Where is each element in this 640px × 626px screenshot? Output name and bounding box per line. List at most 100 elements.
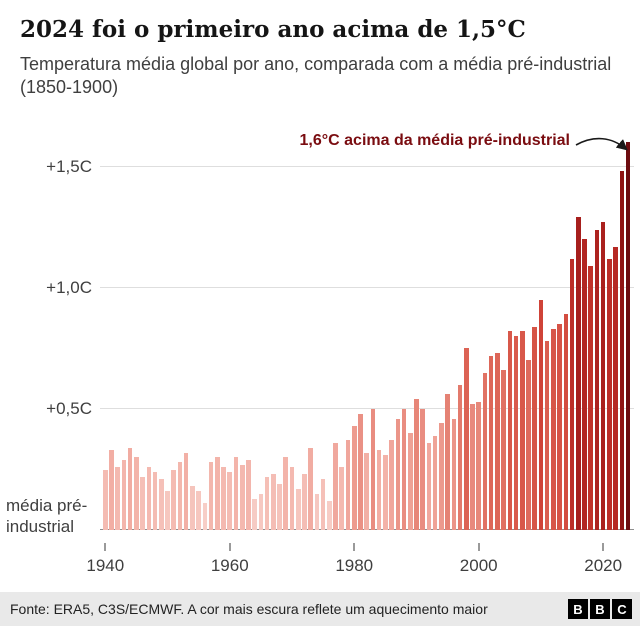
bar-1988 (401, 408, 407, 531)
bbc-logo: B B C (568, 599, 632, 619)
source-text: Fonte: ERA5, C3S/ECMWF. A cor mais escur… (10, 601, 488, 617)
x-tick-1960 (228, 543, 231, 552)
bar-1997 (457, 384, 463, 531)
bar-2015 (569, 258, 575, 531)
bar-1943 (121, 459, 127, 531)
gridline-+0,5C (100, 407, 634, 409)
bar-1950 (165, 491, 170, 531)
bar-1994 (439, 423, 444, 531)
bar-2016 (575, 217, 581, 531)
bar-2011 (544, 341, 550, 531)
bar-1984 (376, 450, 382, 531)
bar-1986 (389, 440, 394, 531)
bar-1948 (152, 471, 158, 531)
baseline-label: média pré- industrial (6, 495, 87, 538)
bar-1966 (264, 476, 270, 531)
bar-1991 (420, 408, 425, 531)
bar-1961 (233, 457, 239, 531)
bar-2023 (619, 171, 625, 531)
bar-1942 (115, 467, 121, 531)
bar-1962 (239, 464, 245, 531)
temperature-bar-chart: média pré- industrial 1,6°C acima da méd… (0, 118, 640, 588)
x-tick-2000 (477, 543, 480, 552)
bar-1981 (358, 413, 363, 531)
bar-1940 (103, 469, 108, 531)
annotation-text: 1,6°C acima da média pré-industrial (299, 132, 571, 150)
bar-1977 (333, 442, 338, 531)
bar-1958 (215, 457, 220, 531)
x-axis-label-1980: 1980 (335, 556, 374, 576)
bar-2017 (582, 239, 587, 531)
bar-1987 (395, 418, 401, 531)
bar-1959 (221, 467, 226, 531)
bar-1969 (283, 457, 289, 531)
bbc-logo-block-b2: B (590, 599, 610, 619)
bar-1971 (295, 488, 301, 531)
bar-1947 (146, 467, 152, 531)
bar-2004 (501, 370, 506, 531)
bar-1975 (320, 479, 326, 531)
bar-2007 (519, 331, 525, 531)
bar-2012 (551, 328, 556, 531)
bar-1998 (463, 348, 469, 531)
bar-2010 (538, 299, 544, 531)
bar-1957 (208, 462, 214, 531)
bar-1989 (407, 433, 413, 531)
bar-2002 (488, 355, 494, 531)
bar-2019 (594, 229, 600, 531)
bar-1970 (289, 467, 295, 531)
bar-2014 (563, 314, 569, 531)
bar-1960 (227, 471, 233, 531)
bar-1951 (171, 469, 177, 531)
bar-1974 (314, 493, 320, 531)
bar-1995 (445, 394, 450, 531)
bar-1996 (451, 418, 457, 531)
x-tick-1980 (353, 543, 356, 552)
bar-1999 (470, 404, 475, 531)
bar-2003 (495, 353, 500, 531)
plot-area: média pré- industrial 1,6°C acima da méd… (0, 118, 640, 536)
x-axis-label-2020: 2020 (584, 556, 623, 576)
bar-2020 (600, 222, 606, 531)
bar-1972 (302, 474, 307, 531)
x-axis-label-1960: 1960 (210, 556, 249, 576)
chart-subtitle: Temperatura média global por ano, compar… (20, 53, 612, 98)
bar-1979 (345, 440, 351, 531)
bar-2022 (613, 246, 618, 531)
bar-1949 (159, 479, 164, 531)
baseline-label-line1: média pré- (6, 495, 88, 515)
bar-2009 (532, 326, 538, 531)
bar-1976 (327, 501, 332, 531)
bar-1985 (383, 454, 388, 531)
bar-2018 (588, 265, 594, 531)
gridline-+1,0C (100, 286, 634, 288)
bar-2001 (482, 372, 488, 531)
bar-2013 (557, 324, 562, 531)
bar-1992 (426, 442, 432, 531)
bar-1978 (339, 467, 345, 531)
bar-1967 (271, 474, 276, 531)
x-axis-label-2000: 2000 (459, 556, 498, 576)
x-tick-1940 (104, 543, 107, 552)
bar-1965 (258, 493, 264, 531)
bar-1944 (127, 447, 133, 531)
bar-1955 (196, 491, 201, 531)
x-axis: 1940 1960 1980 2000 2020 (0, 530, 640, 588)
bar-1990 (414, 399, 419, 531)
bar-2008 (526, 360, 531, 531)
bar-2024 (625, 142, 631, 531)
bbc-logo-block-b1: B (568, 599, 588, 619)
bar-1993 (432, 435, 438, 531)
annotation-arrow-icon (575, 138, 628, 151)
bar-1946 (140, 476, 145, 531)
bar-1941 (109, 450, 114, 531)
bar-1980 (351, 425, 357, 531)
footer-bar: Fonte: ERA5, C3S/ECMWF. A cor mais escur… (0, 592, 640, 626)
bar-1956 (202, 503, 208, 531)
bar-2000 (476, 401, 481, 531)
annotation-callout: 1,6°C acima da média pré-industrial (300, 132, 633, 164)
bar-1945 (134, 457, 139, 531)
bar-1954 (190, 486, 195, 531)
bar-1953 (183, 452, 189, 531)
y-axis-label-+0,5C: +0,5C (46, 398, 92, 418)
